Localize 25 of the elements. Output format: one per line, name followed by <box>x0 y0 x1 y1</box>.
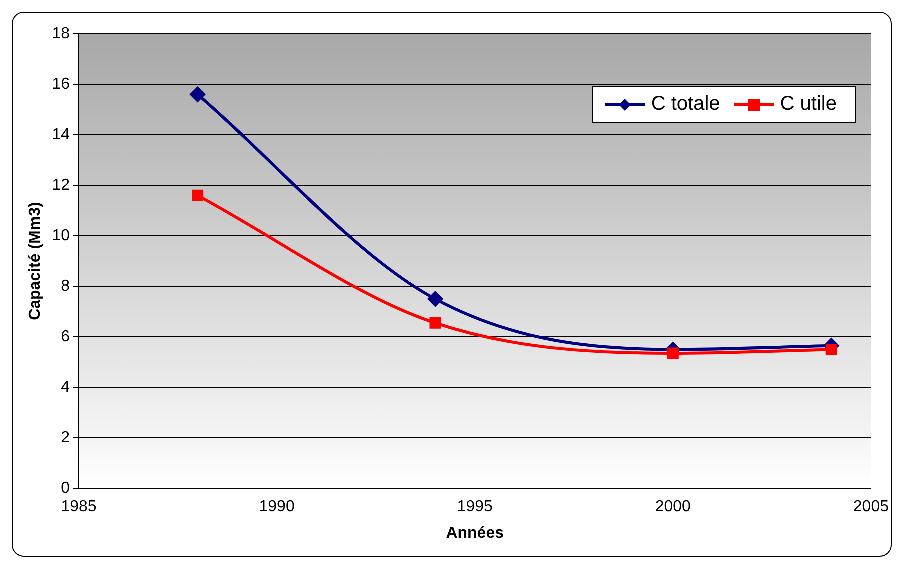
y-axis-title: Capacité (Mm3) <box>27 202 44 320</box>
x-tick-label: 1985 <box>61 498 97 516</box>
y-tick-label: 6 <box>61 328 70 346</box>
y-tick-label: 14 <box>52 126 70 144</box>
point <box>826 344 838 356</box>
y-tick-label: 8 <box>61 278 70 295</box>
y-tick-label: 4 <box>61 378 70 396</box>
x-axis-title: Années <box>446 524 504 542</box>
point <box>428 292 443 307</box>
point <box>667 348 679 360</box>
x-tick-label: 2005 <box>853 498 890 516</box>
y-tick-label: 0 <box>61 480 70 498</box>
point <box>192 190 204 202</box>
legend-label: C totale <box>651 93 720 116</box>
y-tick-label: 2 <box>61 429 70 446</box>
legend-label: C utile <box>780 93 837 116</box>
y-tick-label: 16 <box>52 76 70 93</box>
point <box>430 317 442 329</box>
y-tick-label: 10 <box>52 227 70 244</box>
x-tick-label: 1990 <box>259 498 295 516</box>
x-tick-label: 1995 <box>457 498 493 516</box>
x-tick-label: 2000 <box>655 498 692 516</box>
y-tick-label: 18 <box>52 25 70 42</box>
y-tick-label: 12 <box>52 176 70 194</box>
point <box>190 87 206 102</box>
